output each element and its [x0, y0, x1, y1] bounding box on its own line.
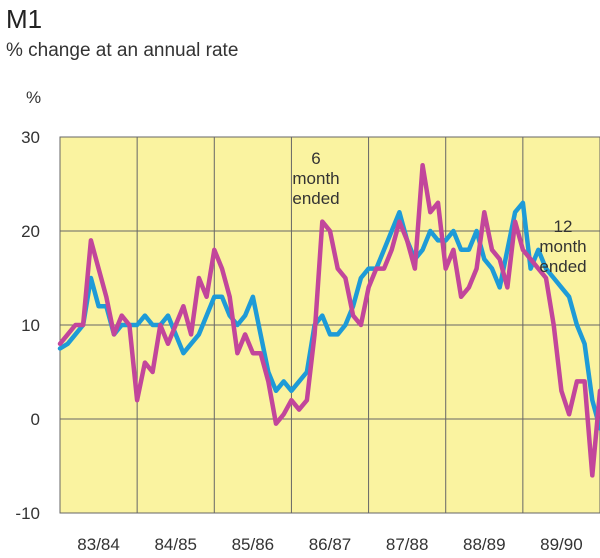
chart-subtitle: % change at an annual rate	[6, 40, 239, 61]
x-tick-label: 87/88	[386, 535, 429, 554]
chart-title: M1	[6, 4, 43, 34]
annotation-6-month: month	[292, 169, 339, 188]
y-tick-label: 20	[21, 222, 40, 241]
annotation-6-month: 6	[311, 149, 320, 168]
annotation-6-month: ended	[292, 189, 339, 208]
y-axis-label: %	[26, 88, 41, 107]
y-tick-label: 10	[21, 316, 40, 335]
annotation-12-month: ended	[539, 257, 586, 276]
y-tick-label: 0	[31, 410, 40, 429]
annotation-12-month: 12	[554, 217, 573, 236]
annotation-12-month: month	[539, 237, 586, 256]
x-tick-label: 86/87	[309, 535, 352, 554]
y-tick-label: 30	[21, 128, 40, 147]
series-line-12-month	[57, 200, 600, 431]
x-tick-label: 83/84	[77, 535, 120, 554]
x-tick-label: 84/85	[154, 535, 197, 554]
x-tick-label: 85/86	[232, 535, 275, 554]
y-tick-label: -10	[15, 504, 40, 523]
x-tick-label: 88/89	[463, 535, 506, 554]
series-line-6-month	[57, 162, 600, 478]
x-tick-label: 89/90	[540, 535, 583, 554]
